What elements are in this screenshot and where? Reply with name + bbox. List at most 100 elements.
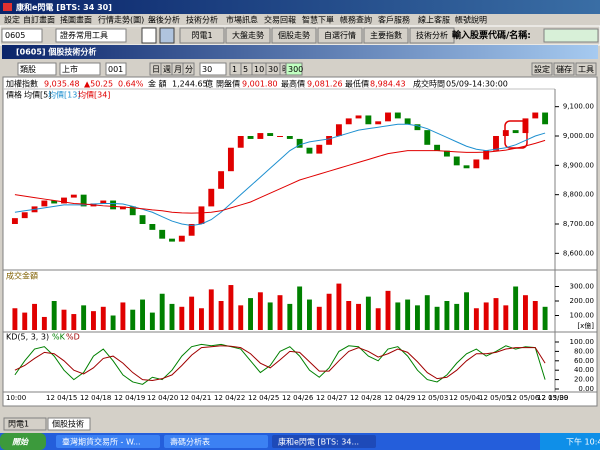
legend-entry: 均價[34]	[78, 90, 110, 100]
volume-bar	[179, 306, 185, 330]
candle-body	[532, 112, 539, 119]
icon[interactable]	[159, 27, 175, 44]
x-tick-label: 12 05/05	[479, 394, 510, 402]
button[interactable]	[531, 62, 553, 76]
menu-item: 線上客服	[418, 15, 450, 25]
info-text: 最低價	[345, 79, 369, 89]
candle-body	[414, 124, 421, 131]
button[interactable]	[575, 62, 597, 76]
button[interactable]	[225, 27, 271, 44]
info-text: 05/09-14:30:00	[446, 80, 508, 89]
button[interactable]	[363, 27, 409, 44]
volume-bar	[228, 285, 234, 330]
y-tick-label: 9,000.00	[563, 132, 594, 140]
candle-body	[129, 206, 136, 216]
legend-entry: 均價[5]	[24, 90, 51, 100]
control-label: 上市	[62, 64, 78, 74]
control-label: 週	[163, 65, 171, 74]
candle-body	[522, 118, 529, 134]
button[interactable]	[182, 62, 195, 76]
clock: 下午 10:41	[566, 437, 600, 447]
button[interactable]	[317, 27, 363, 44]
menu-item: 智慧下單	[302, 15, 334, 25]
volume-bar	[238, 305, 244, 330]
volume-bar	[307, 299, 312, 330]
x-tick-label: 12 05/04	[449, 394, 481, 402]
legend-entry: %K	[52, 333, 66, 342]
volume-bar	[22, 312, 28, 330]
button[interactable]	[271, 27, 317, 44]
x-tick-label: 12 04/25	[248, 394, 279, 402]
button[interactable]	[199, 62, 227, 76]
tool-set: 證券常用工具	[60, 30, 108, 40]
title-bar	[0, 0, 600, 14]
button[interactable]	[17, 62, 57, 76]
button[interactable]	[105, 62, 127, 76]
toolbar-button-label: 主要指數	[370, 30, 402, 40]
volume-bar	[149, 312, 155, 330]
info-text: 金 額	[148, 79, 167, 89]
control-label: 儲存	[556, 64, 572, 74]
candle-body	[159, 229, 166, 239]
volume-bar	[375, 308, 381, 330]
volume-bar	[257, 292, 263, 330]
x-tick-label: 12 04/29	[384, 394, 415, 402]
candle-body	[404, 118, 411, 125]
button[interactable]	[47, 417, 91, 431]
volume-bar	[91, 311, 96, 330]
button[interactable]	[409, 27, 455, 44]
menu-item: 帳務查詢	[340, 15, 372, 25]
button[interactable]	[285, 62, 303, 76]
candle-body	[178, 235, 185, 242]
menu-item: 行情走勢(圖)	[98, 15, 144, 25]
volume-bar	[277, 295, 283, 330]
button[interactable]	[553, 62, 575, 76]
taskbar-item[interactable]	[164, 435, 268, 448]
info-text: ▲50.25	[84, 80, 113, 89]
button[interactable]	[179, 27, 225, 44]
tab-label: 個股技術	[52, 419, 84, 429]
x-tick-label: 12 04/18	[80, 394, 111, 402]
toolbar-button-label: 技術分析	[416, 30, 448, 40]
candle-body	[21, 212, 28, 219]
button[interactable]	[59, 62, 101, 76]
search-label: 輸入股票代碼/名稱:	[452, 29, 531, 41]
button[interactable]	[3, 417, 47, 431]
taskbar-item[interactable]	[272, 435, 376, 448]
tray	[540, 433, 600, 450]
taskbar-item[interactable]	[56, 435, 160, 448]
menu-item: 客戶服務	[378, 15, 410, 25]
line	[14, 345, 546, 382]
menu-item: 技術分析	[186, 15, 218, 25]
volume-bar	[385, 290, 391, 330]
candle-body	[100, 200, 107, 204]
search-input[interactable]	[543, 28, 599, 43]
volume-bar	[169, 303, 175, 330]
candle-body	[227, 147, 234, 172]
tool-select[interactable]	[55, 28, 127, 43]
candle-body	[188, 224, 195, 236]
control-label: 5	[243, 65, 248, 74]
icon[interactable]	[141, 27, 157, 44]
volume-bar	[346, 301, 352, 330]
window-title: [0605] 個股技術分析	[16, 47, 96, 57]
taskbar-item-label: 康和e閃電 [BTS: 34...	[278, 437, 359, 447]
volume-bar	[316, 306, 322, 330]
volume-bar	[287, 303, 293, 330]
y-tick-label: 8,900.00	[563, 161, 594, 169]
candle-body	[237, 136, 244, 148]
x-tick-label: 12 04/27	[316, 394, 347, 402]
start-button[interactable]	[0, 433, 46, 450]
volume-bar	[326, 293, 332, 330]
volume-bar	[208, 289, 214, 330]
candle-body	[218, 171, 225, 189]
start-label: 開始	[12, 438, 29, 447]
candle-body	[306, 147, 313, 154]
candle-body	[335, 124, 342, 136]
code-box[interactable]	[1, 28, 43, 43]
candle-body	[267, 133, 274, 136]
menu-item: 市場訊息	[226, 15, 258, 25]
candle-body	[463, 165, 470, 169]
volume-bar	[532, 301, 538, 330]
volume-bar	[336, 283, 342, 330]
